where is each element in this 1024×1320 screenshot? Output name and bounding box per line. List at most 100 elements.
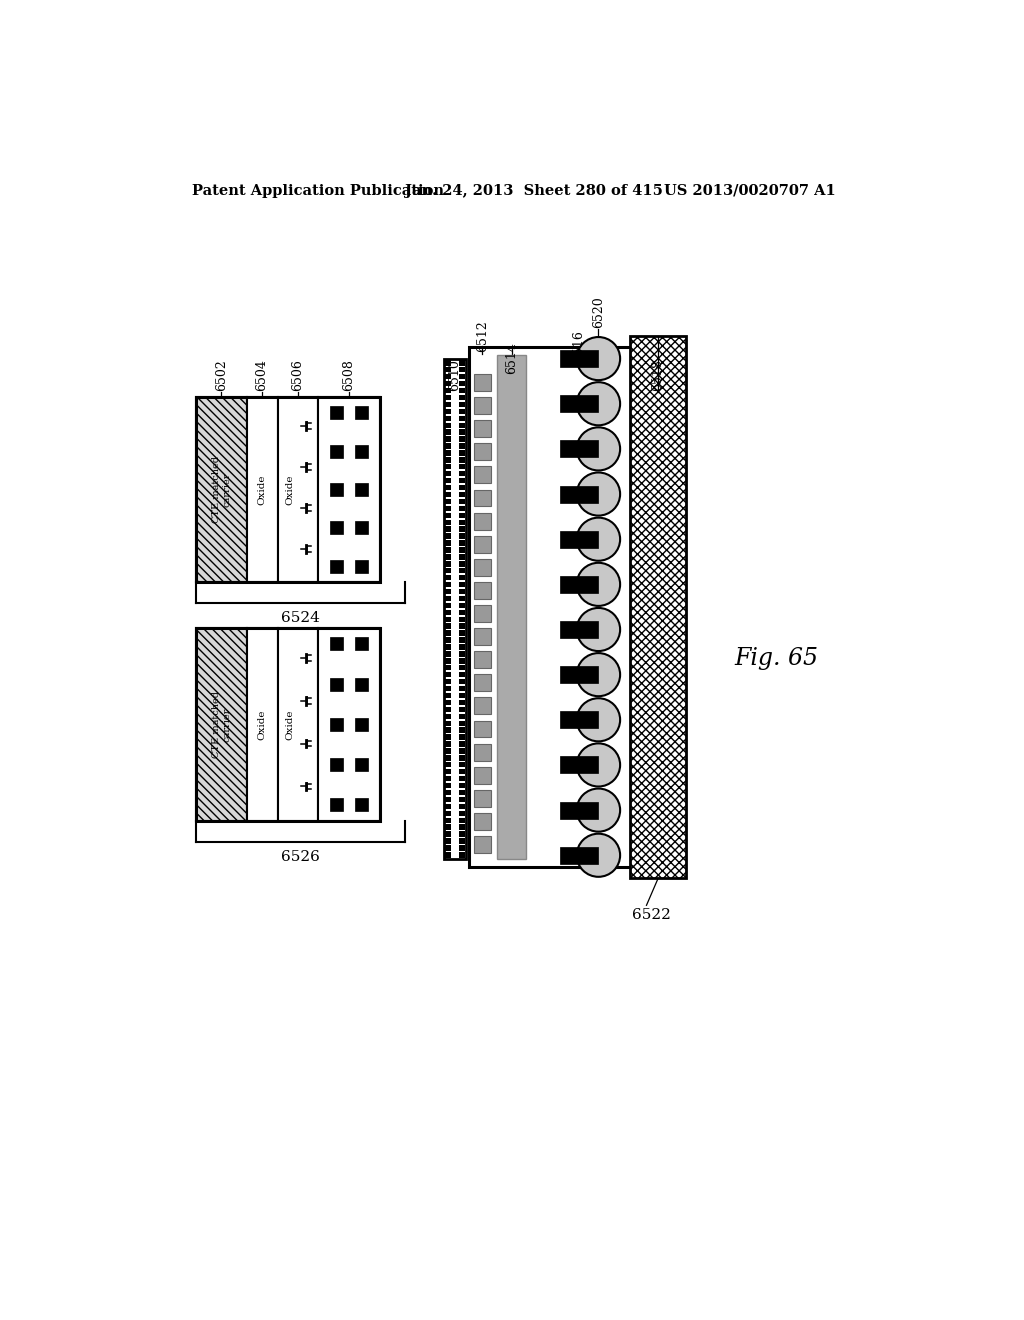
Bar [445,603,452,609]
Bar [330,758,343,771]
Bar [560,486,598,503]
Bar [474,605,490,622]
Text: 6522: 6522 [633,908,672,921]
Bar [445,623,452,628]
Bar [445,832,452,837]
Bar [355,638,368,651]
Circle shape [577,473,621,516]
Bar [247,628,278,821]
Bar [474,743,490,760]
Bar [474,789,490,807]
Bar [445,853,452,858]
Bar [459,527,465,532]
Circle shape [577,517,621,561]
Bar [247,397,278,582]
Bar [445,672,452,677]
Bar [445,797,452,803]
Bar [560,756,598,774]
Bar [445,706,452,711]
Text: 6504: 6504 [256,359,268,391]
Text: 6502: 6502 [215,359,228,391]
Bar [474,420,490,437]
Bar [459,478,465,483]
Bar [317,397,380,582]
Bar [459,381,465,387]
Bar [445,388,452,393]
Bar [445,644,452,649]
Bar [459,409,465,414]
Bar [445,499,452,504]
Circle shape [577,834,621,876]
Bar [459,789,465,795]
Bar [445,789,452,795]
Bar [459,506,465,511]
Bar [560,711,598,729]
Text: Oxide: Oxide [258,709,266,739]
Bar [459,651,465,656]
Bar [459,561,465,566]
Bar [459,693,465,698]
Bar [474,536,490,553]
Bar [459,360,465,366]
Bar [459,770,465,775]
Text: Oxide: Oxide [258,474,266,504]
Bar [459,429,465,434]
Bar [474,582,490,599]
Bar [474,444,490,461]
Bar [474,767,490,784]
Bar [445,520,452,525]
Bar [445,610,452,615]
Text: CTE matched
carrier: CTE matched carrier [212,455,231,523]
Bar [459,638,465,643]
Bar [560,441,598,457]
Bar [459,416,465,421]
Bar [445,638,452,643]
Bar [445,742,452,747]
Bar [445,540,452,545]
Bar [445,492,452,498]
Bar [459,810,465,816]
Bar [445,651,452,656]
Bar [459,437,465,442]
Bar [459,444,465,449]
Bar [355,521,368,535]
Bar [459,471,465,477]
Bar [474,675,490,692]
Bar [474,558,490,576]
Bar [445,838,452,843]
Bar [474,628,490,645]
Bar [459,422,465,428]
Text: 6518: 6518 [651,359,665,391]
Circle shape [577,653,621,696]
Bar [459,783,465,788]
Bar [445,755,452,760]
Bar [474,512,490,529]
Bar [355,677,368,690]
Bar [445,367,452,372]
Bar [474,397,490,414]
Bar [459,484,465,490]
Bar [445,478,452,483]
Bar [459,623,465,628]
Circle shape [577,562,621,606]
Circle shape [577,337,621,380]
Bar [355,483,368,496]
Bar [445,471,452,477]
Bar [459,672,465,677]
Bar [459,465,465,470]
Bar [459,450,465,455]
Bar [445,422,452,428]
Bar [445,825,452,830]
Circle shape [577,383,621,425]
Bar [560,350,598,367]
Bar [459,568,465,573]
Bar [445,450,452,455]
Bar [560,395,598,412]
Bar [330,718,343,731]
Text: 6516: 6516 [572,330,586,362]
Bar [445,659,452,664]
Bar [459,817,465,822]
Bar [445,506,452,511]
Text: Patent Application Publication: Patent Application Publication [191,183,443,198]
Text: Fig. 65: Fig. 65 [734,647,818,671]
